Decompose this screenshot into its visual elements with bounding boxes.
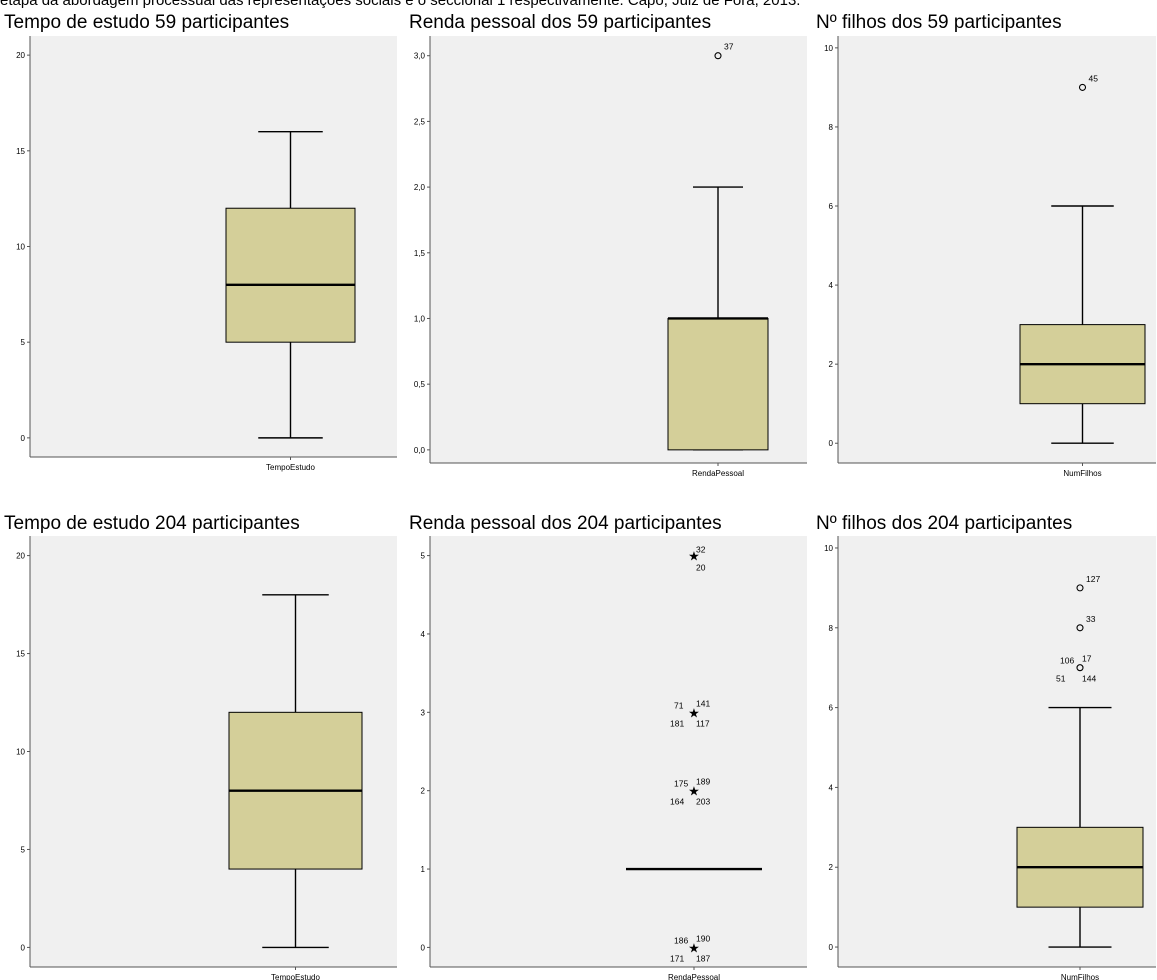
- outlier-circle: [714, 52, 722, 60]
- y-tick-label: 20: [16, 552, 25, 561]
- x-category-label: RendaPessoal: [692, 469, 744, 478]
- y-tick-label: 15: [16, 147, 25, 156]
- y-tick-label: 6: [829, 202, 834, 211]
- box-iqr: [225, 207, 356, 343]
- x-category-label: NumFilhos: [1063, 469, 1101, 478]
- outlier-label: 51: [1056, 674, 1066, 684]
- y-tick-label: 15: [16, 650, 25, 659]
- boxplot-tempo-estudo-59: 0 5 10 15 20 TempoEstudo: [16, 36, 397, 472]
- y-tick-label: 10: [824, 44, 833, 53]
- y-tick-label: 2,0: [414, 183, 426, 192]
- y-tick-label: 4: [421, 630, 426, 639]
- y-tick-label: 20: [16, 51, 25, 60]
- x-category-label: NumFilhos: [1061, 973, 1099, 980]
- figure-caption: etapa da abordagem processual das repres…: [0, 0, 801, 9]
- y-tick-label: 0,0: [414, 446, 426, 455]
- y-tick-label: 3: [421, 708, 426, 717]
- outlier-label: 117: [696, 718, 710, 728]
- outlier-star: ★: [688, 785, 700, 800]
- y-tick-label: 4: [829, 783, 834, 792]
- y-tick-label: 2: [421, 787, 426, 796]
- y-tick-label: 2,5: [414, 117, 426, 126]
- y-tick-label: 5: [421, 552, 426, 561]
- y-tick-label: 4: [829, 281, 834, 290]
- chart-title: Tempo de estudo 59 participantes: [4, 12, 290, 33]
- outlier-label: 181: [670, 718, 684, 728]
- outlier-circle: [1076, 584, 1084, 592]
- outlier-label: 189: [696, 777, 710, 787]
- chart-title: Nº filhos dos 59 participantes: [816, 12, 1062, 33]
- x-category-label: TempoEstudo: [266, 463, 315, 472]
- outlier-label: 203: [696, 797, 710, 807]
- y-tick-label: 0: [829, 943, 834, 952]
- outlier-label: 190: [696, 933, 710, 943]
- y-tick-label: 8: [829, 624, 834, 633]
- chart-title: Renda pessoal dos 204 participantes: [409, 513, 722, 534]
- outlier-label: 164: [670, 797, 684, 807]
- y-tick-label: 10: [824, 544, 833, 553]
- outlier-star: ★: [688, 941, 700, 956]
- x-category-label: TempoEstudo: [271, 973, 320, 980]
- plot-area: [430, 536, 807, 967]
- y-tick-label: 0: [829, 439, 834, 448]
- y-tick-label: 2: [829, 863, 834, 872]
- outlier-circle: [1076, 624, 1084, 632]
- y-tick-label: 10: [16, 243, 25, 252]
- chart-title: Renda pessoal dos 59 participantes: [409, 12, 712, 33]
- y-tick-label: 0,5: [414, 380, 426, 389]
- outlier-label: 106: [1060, 656, 1074, 666]
- y-tick-label: 2: [829, 360, 834, 369]
- y-tick-label: 5: [21, 338, 26, 347]
- y-tick-label: 1: [421, 865, 426, 874]
- box-iqr: [667, 317, 769, 451]
- y-tick-label: 3,0: [414, 52, 426, 61]
- outlier-star: ★: [688, 706, 700, 721]
- y-tick-label: 0: [21, 434, 26, 443]
- outlier-circle: [1076, 664, 1084, 672]
- outlier-label: 71: [674, 700, 684, 710]
- chart-title: Tempo de estudo 204 participantes: [4, 513, 300, 534]
- boxplot-num-filhos-59: 0 2 4 6 8 10 NumFilhos 45: [824, 36, 1156, 478]
- outlier-label: 20: [696, 563, 706, 573]
- y-tick-label: 0: [421, 943, 426, 952]
- y-tick-label: 1,0: [414, 314, 426, 323]
- outlier-label: 17: [1082, 654, 1092, 664]
- outlier-label: 45: [1089, 73, 1099, 83]
- outlier-label: 171: [670, 953, 684, 963]
- outlier-label: 37: [724, 42, 734, 52]
- outlier-label: 186: [674, 935, 688, 945]
- y-tick-label: 8: [829, 123, 834, 132]
- x-category-label: RendaPessoal: [668, 973, 720, 980]
- y-tick-label: 0: [21, 943, 26, 952]
- outlier-star: ★: [688, 550, 700, 565]
- boxplot-renda-pessoal-59: 0,0 0,5 1,0 1,5 2,0 2,5 3,0 RendaPessoal 37: [414, 36, 807, 478]
- outlier-label: 32: [696, 545, 706, 555]
- y-tick-label: 6: [829, 704, 834, 713]
- outlier-label: 187: [696, 953, 710, 963]
- boxplot-num-filhos-204: 0 2 4 6 8 10 NumFilhos 127 33 106 17 51 144: [824, 536, 1156, 980]
- chart-title: Nº filhos dos 204 participantes: [816, 513, 1073, 534]
- boxplot-tempo-estudo-204: 0 5 10 15 20 TempoEstudo: [16, 536, 397, 980]
- outlier-label: 144: [1082, 674, 1096, 684]
- y-tick-label: 1,5: [414, 249, 426, 258]
- outlier-label: 33: [1086, 614, 1096, 624]
- outlier-label: 127: [1086, 574, 1100, 584]
- y-tick-label: 5: [21, 845, 26, 854]
- outlier-circle: [1078, 83, 1087, 91]
- y-tick-label: 10: [16, 748, 25, 757]
- outlier-label: 175: [674, 779, 688, 789]
- outlier-label: 141: [696, 698, 710, 708]
